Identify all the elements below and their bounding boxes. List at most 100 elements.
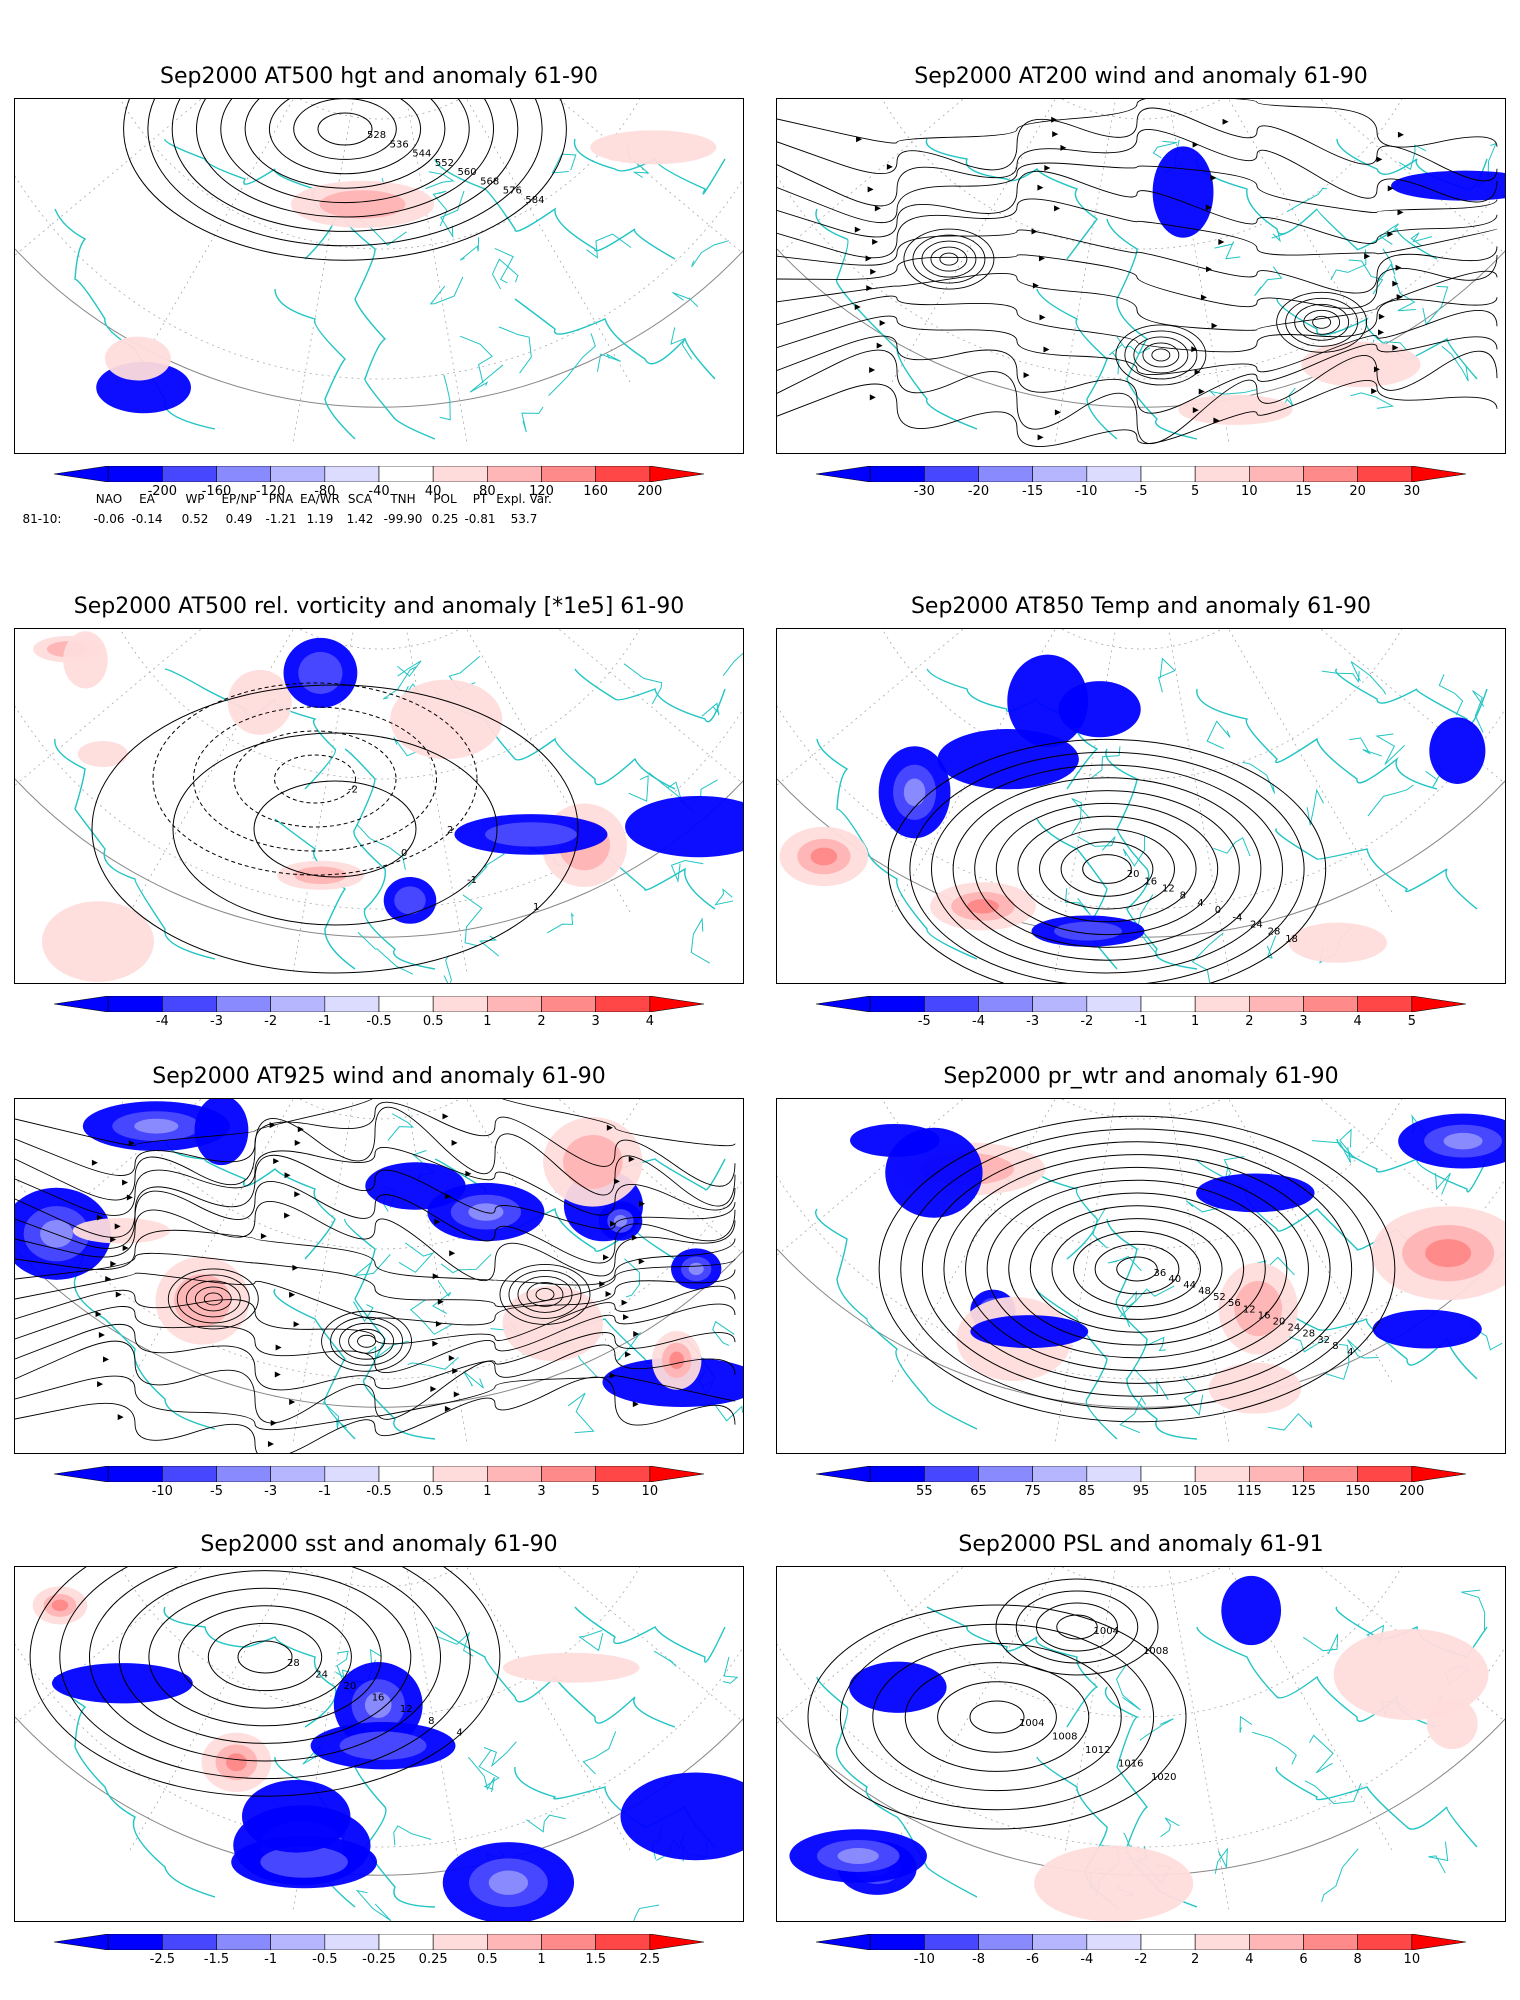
colorbar-segment (1140, 1466, 1196, 1482)
country-border (672, 292, 699, 308)
colorbar-tick-label: -5 (1134, 484, 1148, 499)
colorbar-tick-label: -6 (1026, 1952, 1040, 1967)
country-border (498, 326, 532, 374)
colorbar-tick-label: -0.25 (362, 1952, 396, 1967)
colorbar-ticks: -4 -3 -2 -1 -0.5 0.5 1 2 3 4 (54, 1014, 704, 1030)
tele-value: -0.81 (464, 512, 496, 526)
contour-label: 528 (367, 130, 386, 141)
negative-anomaly-core (298, 651, 343, 694)
streamline-arrow (1206, 266, 1213, 273)
contour-label: 8 (428, 1716, 434, 1727)
negative-anomaly-core (40, 1219, 73, 1248)
country-border (551, 153, 577, 174)
positive-anomaly-core (225, 1753, 247, 1772)
contour-line (1015, 1590, 1139, 1664)
contour-line (268, 99, 422, 175)
streamline (15, 1252, 736, 1308)
contour-label: -2 (348, 785, 358, 796)
vortex-ring (499, 1263, 591, 1325)
country-border (1119, 1396, 1147, 1434)
positive-anomaly-core (967, 899, 999, 914)
panel-title: Sep2000 AT500 rel. vorticity and anomaly… (73, 594, 685, 619)
country-border (1107, 1255, 1142, 1272)
streamline (15, 1180, 736, 1264)
country-border (1330, 249, 1367, 281)
streamline-arrow (449, 1250, 456, 1257)
streamline-arrow (451, 1139, 458, 1146)
contour-line (220, 99, 470, 204)
tele-header: SCA (347, 492, 373, 506)
colorbar-segment (162, 996, 217, 1012)
country-border (357, 932, 414, 975)
positive-anomaly (1426, 1698, 1478, 1750)
contour-line (207, 1622, 323, 1692)
contour-line (1116, 1256, 1158, 1282)
contour-label: 24 (1288, 1323, 1301, 1334)
country-border (1348, 259, 1384, 295)
map-plot: 1004 1008 1012 1016 1020 1004 1008 (776, 1566, 1506, 1922)
contour-label: 20 (1127, 869, 1140, 880)
negative-anomaly-core (364, 1692, 392, 1718)
streamline-arrow (886, 163, 893, 170)
streamline-arrow (1395, 264, 1402, 271)
panel-title: Sep2000 pr_wtr and anomaly 61-90 (943, 1064, 1339, 1089)
negative-anomaly-core (488, 1870, 529, 1895)
positive-anomaly (1301, 341, 1421, 388)
negative-anomaly (241, 1779, 351, 1853)
streamline (777, 310, 1498, 375)
contour-line (172, 732, 498, 926)
contour-label: 576 (503, 186, 522, 197)
coastline (1196, 688, 1438, 790)
colorbar-segment (487, 1934, 542, 1950)
contour-line (148, 1587, 382, 1727)
colorbar-segment (487, 466, 542, 482)
contour-label: 0 (1215, 905, 1221, 916)
colorbar-segment (1140, 1934, 1196, 1950)
streamline-arrow (1378, 329, 1385, 336)
contour-label: 4 (1197, 898, 1203, 909)
country-border (1214, 241, 1241, 260)
contour-line (872, 1642, 1122, 1792)
contour-line (878, 1115, 1396, 1423)
contour-line (969, 1700, 1025, 1734)
streamline-arrow (117, 1414, 124, 1421)
vortex-ring (185, 1280, 241, 1318)
country-border (353, 1254, 391, 1277)
tele-header: NAO (95, 492, 123, 506)
map-background (777, 99, 1505, 348)
contour-line (196, 99, 494, 218)
streamline-arrow (854, 226, 861, 233)
streamline-arrow (1037, 434, 1044, 441)
colorbar-segment (324, 996, 380, 1012)
contour-line (952, 777, 1262, 961)
streamline-arrow (293, 1321, 300, 1328)
streamline-arrow (633, 1331, 640, 1338)
colorbar-arrow-left (54, 1934, 109, 1950)
coastline (1106, 1218, 1198, 1440)
streamline-arrow (866, 285, 873, 292)
contour-line (171, 99, 519, 232)
colorbar-segment (324, 466, 380, 482)
negative-anomaly (625, 795, 743, 858)
colorbar-segment (541, 996, 596, 1012)
contour-line (1008, 1192, 1266, 1346)
country-border (1347, 1339, 1379, 1359)
colorbar-segment (978, 1466, 1033, 1482)
colorbar-segment (378, 466, 434, 482)
colorbar (816, 1466, 1466, 1482)
country-border (382, 666, 418, 700)
map-plot: 28 24 20 16 12 8 4 (14, 1566, 744, 1922)
tele-value: -0.06 (93, 512, 125, 526)
positive-anomaly-core (294, 866, 347, 885)
contour-line (1082, 854, 1132, 884)
contour-label: 24 (315, 1670, 328, 1681)
coastline (574, 1606, 726, 1663)
streamline (777, 107, 1498, 182)
contour-label: 1020 (1151, 1772, 1176, 1783)
coastline (344, 748, 436, 970)
contour-label: 28 (1268, 927, 1281, 938)
colorbar-tick-label: -4 (155, 1014, 169, 1029)
positive-anomaly (502, 1652, 640, 1683)
contour-line (1039, 828, 1175, 910)
colorbar-arrow-left (816, 1466, 871, 1482)
